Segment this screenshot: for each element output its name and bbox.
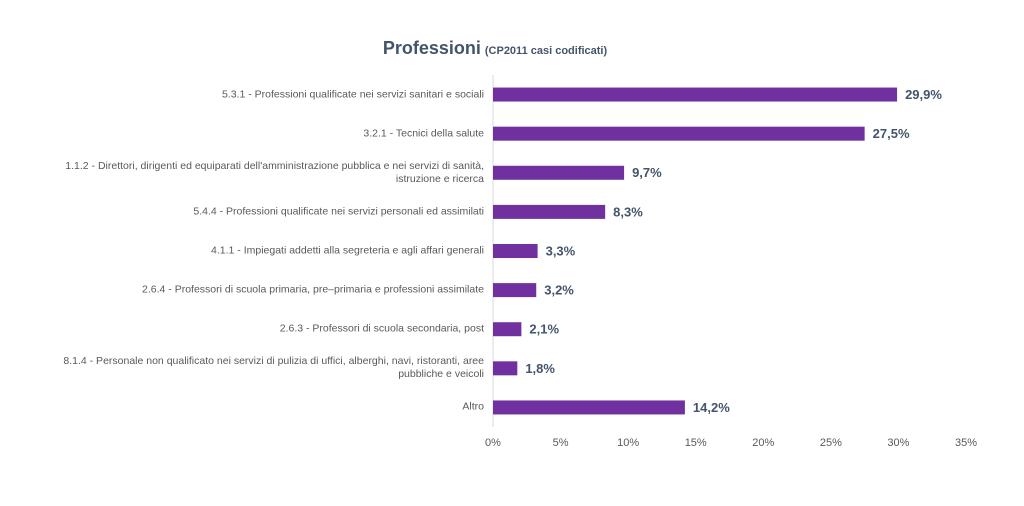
bar xyxy=(493,165,625,180)
value-label: 27,5% xyxy=(873,126,910,141)
value-label: 3,2% xyxy=(544,283,574,298)
bar xyxy=(493,126,865,141)
category-label: 2.6.3 - Professori di scuola secondaria,… xyxy=(279,322,484,335)
value-label: 14,2% xyxy=(693,400,730,415)
value-label: 8,3% xyxy=(613,204,643,219)
x-tick-label: 5% xyxy=(553,437,569,449)
x-tick-label: 30% xyxy=(887,437,909,449)
bar xyxy=(493,322,522,337)
bar xyxy=(493,361,518,376)
category-label: 1.1.2 - Direttori, dirigenti ed equipara… xyxy=(65,159,484,185)
category-label: Altro xyxy=(462,400,484,413)
value-label: 3,3% xyxy=(546,243,576,258)
x-tick-label: 35% xyxy=(955,437,977,449)
x-tick-label: 15% xyxy=(685,437,707,449)
bar xyxy=(493,244,538,258)
value-label: 1,8% xyxy=(525,361,555,376)
category-label: 2.6.4 - Professori di scuola primaria, p… xyxy=(142,283,484,296)
bar xyxy=(493,87,898,102)
x-tick-label: 10% xyxy=(617,437,639,449)
bar xyxy=(493,400,685,415)
bar xyxy=(493,283,537,298)
value-label: 29,9% xyxy=(905,87,942,102)
category-label: 4.1.1 - Impiegati addetti alla segreteri… xyxy=(211,244,484,257)
bar xyxy=(493,204,606,219)
category-label: 5.3.1 - Professioni qualificate nei serv… xyxy=(221,88,484,101)
chart-subtitle: (CP2011 casi codificati) xyxy=(484,45,608,57)
x-tick-label: 0% xyxy=(485,437,501,449)
category-label: 3.2.1 - Tecnici della salute xyxy=(363,127,484,140)
x-tick-label: 25% xyxy=(820,437,842,449)
value-label: 2,1% xyxy=(529,322,559,337)
value-label: 9,7% xyxy=(632,165,662,180)
title-block: Professioni (CP2011 casi codificati) xyxy=(0,38,990,59)
category-label: 8.1.4 - Personale non qualificato nei se… xyxy=(63,355,484,381)
chart-title: Professioni xyxy=(382,38,481,58)
category-label: 5.4.4 - Professioni qualificate nei serv… xyxy=(193,205,484,218)
x-tick-label: 20% xyxy=(752,437,774,449)
